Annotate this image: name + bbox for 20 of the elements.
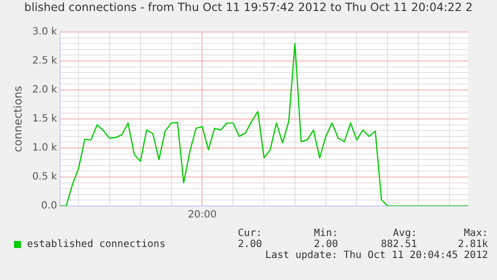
y-tick-label: 2.0 k — [32, 84, 58, 96]
y-tick-label: 1.5 k — [32, 114, 58, 125]
legend-label: established connections — [27, 239, 166, 250]
text: Last update: Thu Oct 11 20:04:45 2012 — [265, 250, 488, 261]
y-axis-title: connections — [11, 86, 24, 152]
chart-title: blished connections - from Thu Oct 11 19:57:42 2012 to Thu Oct 11 20:04:22 2 — [23, 1, 474, 14]
y-tick-label: 1.0 k — [32, 142, 58, 154]
text: 2.00 — [238, 239, 262, 250]
text: Min: — [314, 228, 338, 239]
text: 2.00 — [314, 239, 338, 250]
text: 2.81k — [458, 239, 488, 250]
text: 882.51 — [380, 239, 417, 250]
y-tick-label: 0.0 — [41, 200, 58, 212]
text: Max: — [464, 228, 488, 239]
text: Avg: — [392, 228, 417, 239]
y-tick-label: 0.5 k — [32, 172, 58, 183]
y-tick-label: 2.5 k — [32, 56, 58, 67]
text: Cur: — [238, 228, 262, 239]
x-tick-label: 20:00 — [188, 210, 217, 221]
y-tick-label: 3.0 k — [32, 26, 58, 38]
